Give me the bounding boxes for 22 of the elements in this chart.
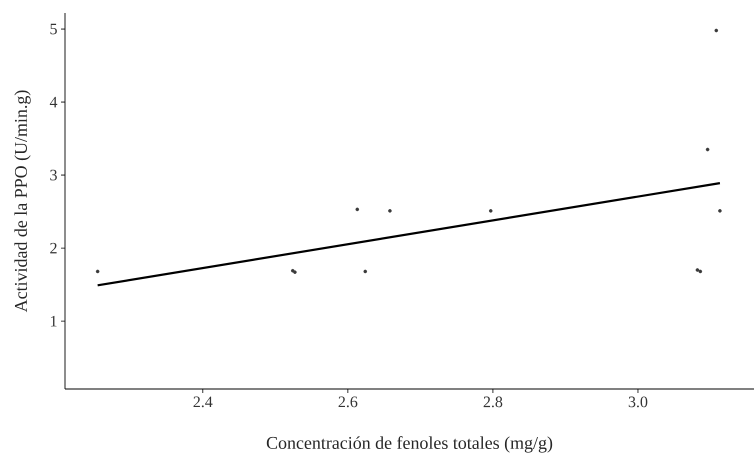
point [96, 270, 100, 274]
point [718, 209, 722, 213]
y-axis-title: Actividad de la PPO (U/min.g) [14, 90, 31, 312]
y-tick-label: 1 [50, 316, 57, 326]
point [698, 270, 702, 274]
point [363, 270, 368, 274]
y-tick-label: 2 [50, 242, 57, 254]
point [714, 28, 718, 32]
point [488, 209, 493, 213]
x-tick-label: 2.8 [484, 396, 502, 408]
point [696, 268, 700, 272]
x-tick-label: 2.6 [338, 396, 358, 408]
y-tick-label: 3 [50, 170, 57, 180]
point [355, 208, 360, 212]
x-tick-label: 3.0 [628, 396, 648, 408]
y-tick-label: 5 [50, 24, 57, 34]
y-tick-label: 4 [50, 96, 58, 108]
point [706, 148, 710, 152]
x-tick-label: 2.4 [194, 396, 213, 408]
point [293, 270, 297, 274]
x-axis-title: Concentración de fenoles totales (mg/g) [266, 436, 552, 453]
point [388, 209, 392, 213]
